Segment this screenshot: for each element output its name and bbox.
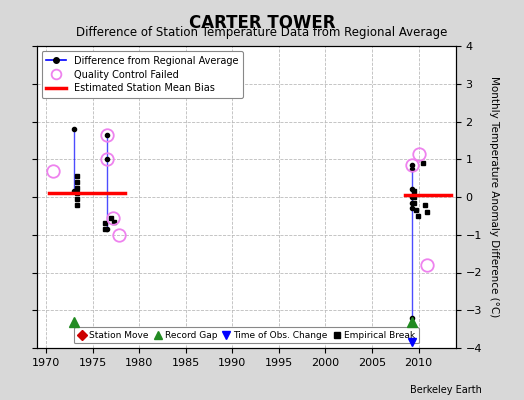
Text: Difference of Station Temperature Data from Regional Average: Difference of Station Temperature Data f…: [77, 26, 447, 39]
Text: CARTER TOWER: CARTER TOWER: [189, 14, 335, 32]
Legend: Station Move, Record Gap, Time of Obs. Change, Empirical Break: Station Move, Record Gap, Time of Obs. C…: [74, 327, 419, 344]
Y-axis label: Monthly Temperature Anomaly Difference (°C): Monthly Temperature Anomaly Difference (…: [489, 76, 499, 318]
Text: Berkeley Earth: Berkeley Earth: [410, 385, 482, 395]
